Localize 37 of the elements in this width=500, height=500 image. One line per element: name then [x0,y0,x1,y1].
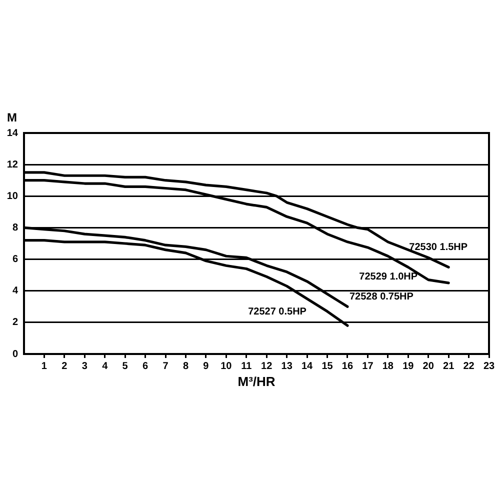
x-axis-title: M³/HR [238,374,276,389]
y-tick-label: 0 [12,348,18,360]
x-tick-label: 8 [182,360,189,372]
series-label: 72530 1.5HP [409,242,468,253]
x-tick-label: 18 [382,360,394,372]
x-tick-label: 22 [463,360,475,372]
x-tick-label: 7 [162,360,169,372]
x-tick-label: 6 [142,360,149,372]
x-tick-label: 23 [483,360,495,372]
y-tick-label: 12 [6,159,18,170]
series-label: 72527 0.5HP [248,306,307,318]
y-tick-label: 14 [6,128,18,139]
x-tick-label: 15 [322,360,334,372]
y-tick-label: 2 [12,317,18,328]
series-label: 72528 0.75HP [349,291,414,302]
x-tick-label: 5 [122,360,128,372]
x-tick-label: 12 [261,360,273,372]
x-tick-label: 14 [301,360,314,372]
x-tick-label: 4 [102,360,108,372]
x-tick-label: 21 [443,360,455,372]
x-tick-label: 1 [41,360,48,372]
x-tick-label: 3 [82,360,88,372]
x-tick-label: 2 [62,360,68,372]
x-tick-label: 17 [362,360,374,372]
x-tick-label: 20 [422,360,434,372]
y-tick-label: 6 [12,254,18,266]
x-tick-label: 11 [241,360,252,372]
x-tick-label: 10 [220,360,232,372]
series-label: 72529 1.0HP [359,272,418,283]
x-tick-label: 13 [281,360,293,372]
y-axis-title: M [7,110,17,124]
x-tick-label: 19 [402,360,414,372]
y-tick-label: 4 [12,286,18,297]
x-tick-label: 9 [203,360,210,372]
y-tick-label: 10 [6,190,18,202]
x-tick-label: 16 [342,360,354,372]
y-tick-label: 8 [12,222,18,234]
